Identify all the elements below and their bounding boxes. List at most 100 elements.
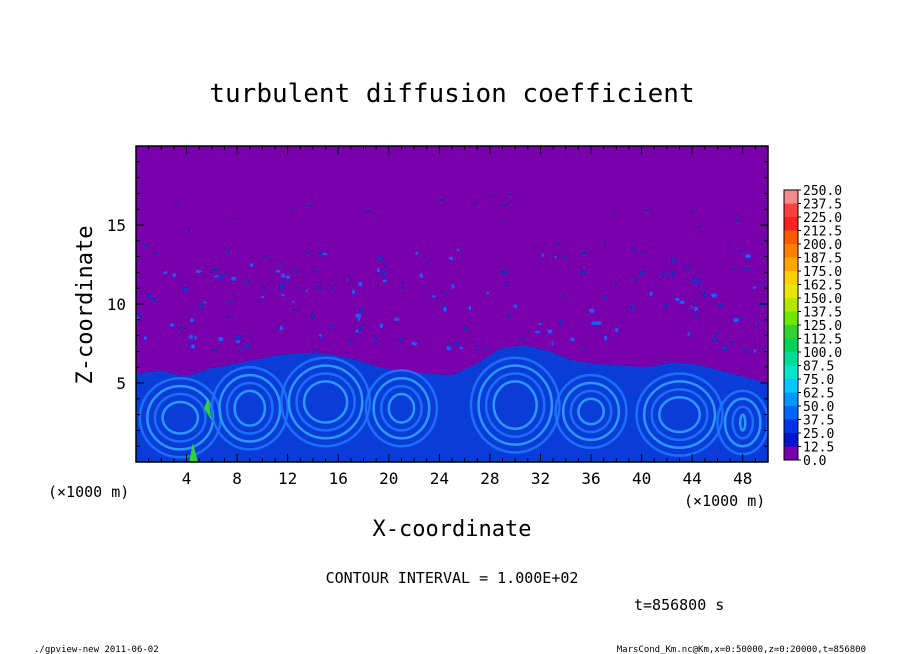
speckle	[453, 341, 459, 346]
speckle	[379, 323, 383, 329]
speckle	[293, 269, 297, 274]
swirl	[635, 372, 724, 457]
speckle	[692, 275, 695, 279]
speckle	[281, 272, 285, 278]
speckle	[695, 314, 699, 318]
speckle	[174, 203, 178, 206]
speckle	[222, 273, 227, 276]
speckle	[614, 327, 619, 333]
footer-right: MarsCond_Km.nc@Km,x=0:50000,z=0:20000,t=…	[617, 645, 866, 654]
speckle	[374, 340, 379, 344]
speckle	[513, 347, 519, 350]
colorbar-label: 212.5	[803, 225, 842, 240]
swirl	[650, 388, 709, 442]
speckle	[451, 283, 455, 289]
speckle	[153, 253, 159, 256]
x-tick-label: 48	[733, 469, 752, 488]
speckle	[669, 271, 675, 277]
speckle	[263, 255, 268, 258]
speckle	[752, 286, 756, 289]
speckle	[263, 286, 266, 290]
speckle	[632, 247, 635, 252]
colorbar-label: 250.0	[803, 184, 842, 199]
speckle	[138, 312, 143, 317]
x-tick-label: 28	[480, 469, 499, 488]
colorbar-swatch	[784, 365, 798, 380]
turbulent-field	[136, 192, 768, 462]
speckle	[739, 249, 744, 252]
speckle	[534, 330, 541, 334]
speckle	[285, 275, 291, 279]
swirl	[554, 373, 628, 450]
colorbar-label: 187.5	[803, 252, 842, 267]
speckle	[730, 341, 734, 344]
speckle	[513, 304, 518, 309]
speckle	[604, 241, 607, 244]
speckle	[382, 279, 388, 283]
swirl	[218, 373, 282, 443]
colorbar-label: 200.0	[803, 238, 842, 253]
speckle	[501, 204, 507, 207]
speckle	[687, 331, 690, 337]
speckle	[188, 229, 191, 232]
swirl	[364, 369, 439, 448]
colorbar-label: 50.0	[803, 400, 834, 415]
speckle	[146, 293, 153, 299]
speckle	[179, 326, 183, 331]
colorbar-label: 112.5	[803, 333, 842, 348]
speckle	[313, 349, 318, 354]
speckle	[296, 286, 300, 289]
speckle	[717, 303, 724, 307]
speckle	[649, 291, 653, 297]
swirl	[161, 400, 200, 435]
speckle	[349, 277, 353, 283]
speckle	[348, 339, 354, 342]
colorbar-label: 100.0	[803, 346, 842, 361]
speckle	[554, 255, 557, 259]
colorbar-swatch	[784, 257, 798, 272]
swirl	[723, 397, 762, 448]
speckle	[233, 217, 236, 220]
speckle	[317, 252, 324, 255]
colorbar-swatch	[784, 392, 798, 407]
speckle	[663, 303, 668, 307]
speckle	[235, 340, 241, 344]
speckle	[329, 324, 334, 329]
colorbar-swatch	[784, 419, 798, 434]
colorbar-swatch	[784, 406, 798, 420]
speckle	[697, 280, 701, 285]
x-tick-label: 32	[531, 469, 550, 488]
speckle	[737, 316, 742, 320]
speckle	[250, 263, 254, 268]
speckle	[547, 329, 553, 334]
speckle	[319, 333, 322, 337]
speckle	[322, 252, 328, 256]
speckle	[604, 335, 608, 341]
speckle	[520, 337, 524, 341]
speckle	[756, 321, 759, 327]
speckle	[234, 335, 241, 340]
speckle	[448, 256, 454, 261]
speckle	[591, 321, 598, 326]
speckle	[710, 293, 718, 298]
speckle	[191, 344, 195, 349]
speckle	[281, 293, 285, 297]
speckle	[290, 207, 294, 210]
speckle	[231, 276, 237, 281]
swirl	[280, 356, 372, 448]
speckle	[732, 318, 739, 323]
speckle	[712, 337, 718, 342]
speckle	[691, 279, 698, 285]
speckle	[439, 199, 445, 202]
swirl	[477, 364, 554, 446]
speckle	[614, 282, 617, 286]
speckle	[504, 282, 509, 285]
swirl	[210, 365, 289, 451]
speckle	[456, 248, 459, 252]
speckle	[639, 270, 646, 276]
x-tick-label: 24	[430, 469, 449, 488]
speckle	[278, 284, 285, 290]
footer-left: ./gpview-new 2011-06-02	[34, 645, 159, 654]
y-tick-label: 10	[107, 295, 126, 314]
speckle	[475, 344, 480, 348]
